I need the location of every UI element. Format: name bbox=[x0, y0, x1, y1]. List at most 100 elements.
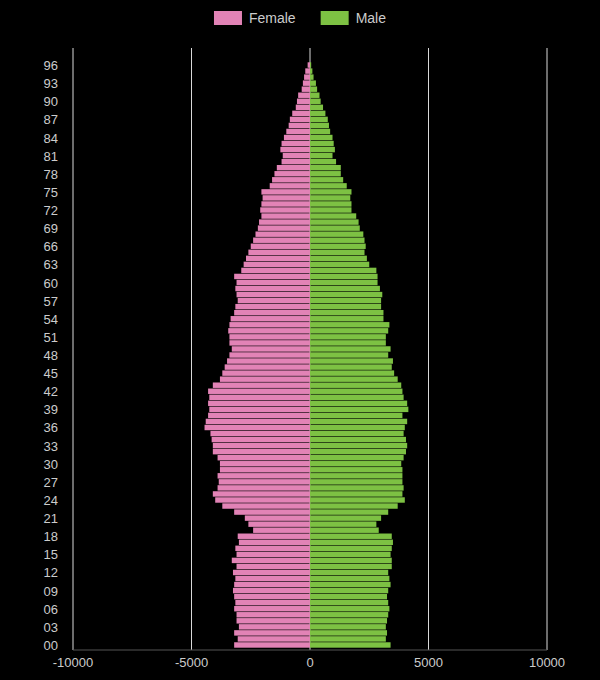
grid-line bbox=[191, 48, 192, 650]
bar bbox=[218, 485, 310, 490]
bar bbox=[222, 503, 310, 508]
bar bbox=[310, 382, 401, 387]
bar bbox=[302, 86, 310, 91]
bar bbox=[297, 99, 310, 104]
bar bbox=[310, 316, 383, 321]
bar bbox=[233, 588, 310, 593]
bar bbox=[220, 461, 310, 466]
bar bbox=[261, 201, 310, 206]
tick-label: 96 bbox=[44, 58, 58, 73]
bar bbox=[210, 431, 310, 436]
tick-label: 09 bbox=[44, 584, 58, 599]
bar bbox=[238, 534, 310, 539]
bar bbox=[310, 461, 401, 466]
bar bbox=[253, 237, 310, 242]
bar bbox=[310, 183, 347, 188]
bar bbox=[310, 576, 389, 581]
bar bbox=[263, 195, 310, 200]
bar bbox=[310, 364, 392, 369]
bar bbox=[310, 588, 388, 593]
bar bbox=[213, 449, 310, 454]
bar bbox=[310, 171, 341, 176]
bar bbox=[208, 413, 310, 418]
legend-label: Male bbox=[356, 10, 387, 26]
legend-label: Female bbox=[249, 10, 296, 26]
bar bbox=[239, 540, 310, 545]
bar bbox=[238, 636, 310, 641]
tick-label: 5000 bbox=[414, 655, 443, 670]
bar bbox=[310, 449, 406, 454]
bar bbox=[310, 413, 402, 418]
bar bbox=[270, 183, 310, 188]
bar bbox=[235, 600, 310, 605]
bars bbox=[205, 62, 409, 647]
bar bbox=[310, 521, 376, 526]
bar bbox=[246, 256, 310, 261]
bar bbox=[310, 479, 402, 484]
bar bbox=[310, 443, 407, 448]
tick-label: 72 bbox=[44, 203, 58, 218]
bar bbox=[310, 262, 369, 267]
bar bbox=[310, 322, 389, 327]
bar bbox=[310, 334, 386, 339]
bar bbox=[310, 401, 407, 406]
bar bbox=[237, 564, 310, 569]
bar bbox=[232, 558, 310, 563]
bar bbox=[260, 207, 310, 212]
tick-label: 00 bbox=[44, 638, 58, 653]
bar bbox=[284, 135, 310, 140]
bar bbox=[255, 231, 310, 236]
bar bbox=[310, 141, 334, 146]
bar bbox=[209, 395, 310, 400]
bar bbox=[310, 491, 402, 496]
bar bbox=[310, 310, 383, 315]
bar bbox=[209, 407, 310, 412]
tick-label: 27 bbox=[44, 475, 58, 490]
bar bbox=[229, 334, 310, 339]
bar bbox=[229, 340, 310, 345]
bar bbox=[227, 358, 310, 363]
bar bbox=[208, 401, 310, 406]
bar bbox=[310, 618, 387, 623]
legend-swatch bbox=[214, 11, 242, 25]
bar bbox=[304, 74, 310, 79]
bar bbox=[234, 310, 310, 315]
bar bbox=[310, 292, 382, 297]
bar bbox=[235, 286, 310, 291]
bar bbox=[248, 250, 310, 255]
bar bbox=[229, 352, 310, 357]
grid-line bbox=[73, 48, 74, 650]
bar bbox=[310, 231, 363, 236]
bar bbox=[310, 376, 398, 381]
grid-line bbox=[547, 48, 548, 650]
bar bbox=[310, 419, 407, 424]
bar bbox=[310, 624, 386, 629]
bar bbox=[215, 497, 310, 502]
bar bbox=[310, 636, 386, 641]
tick-label: 24 bbox=[44, 493, 58, 508]
bar bbox=[232, 346, 310, 351]
tick-label: 90 bbox=[44, 94, 58, 109]
bar bbox=[241, 268, 310, 273]
bar bbox=[310, 135, 333, 140]
bar bbox=[310, 467, 402, 472]
bar bbox=[259, 219, 310, 224]
bar bbox=[310, 473, 402, 478]
tick-label: 0 bbox=[306, 655, 313, 670]
tick-label: 87 bbox=[44, 112, 58, 127]
bar bbox=[234, 582, 310, 587]
bar bbox=[310, 352, 388, 357]
bar bbox=[310, 165, 341, 170]
tick-label: 69 bbox=[44, 221, 58, 236]
tick-label: 54 bbox=[44, 312, 58, 327]
bar bbox=[310, 509, 388, 514]
tick-label: 84 bbox=[44, 131, 58, 146]
tick-label: 10000 bbox=[529, 655, 565, 670]
bar bbox=[310, 93, 319, 98]
grid bbox=[73, 48, 547, 650]
bar bbox=[298, 93, 310, 98]
bar bbox=[253, 527, 310, 532]
bar bbox=[274, 171, 310, 176]
tick-label: 51 bbox=[44, 330, 58, 345]
bar bbox=[219, 479, 310, 484]
